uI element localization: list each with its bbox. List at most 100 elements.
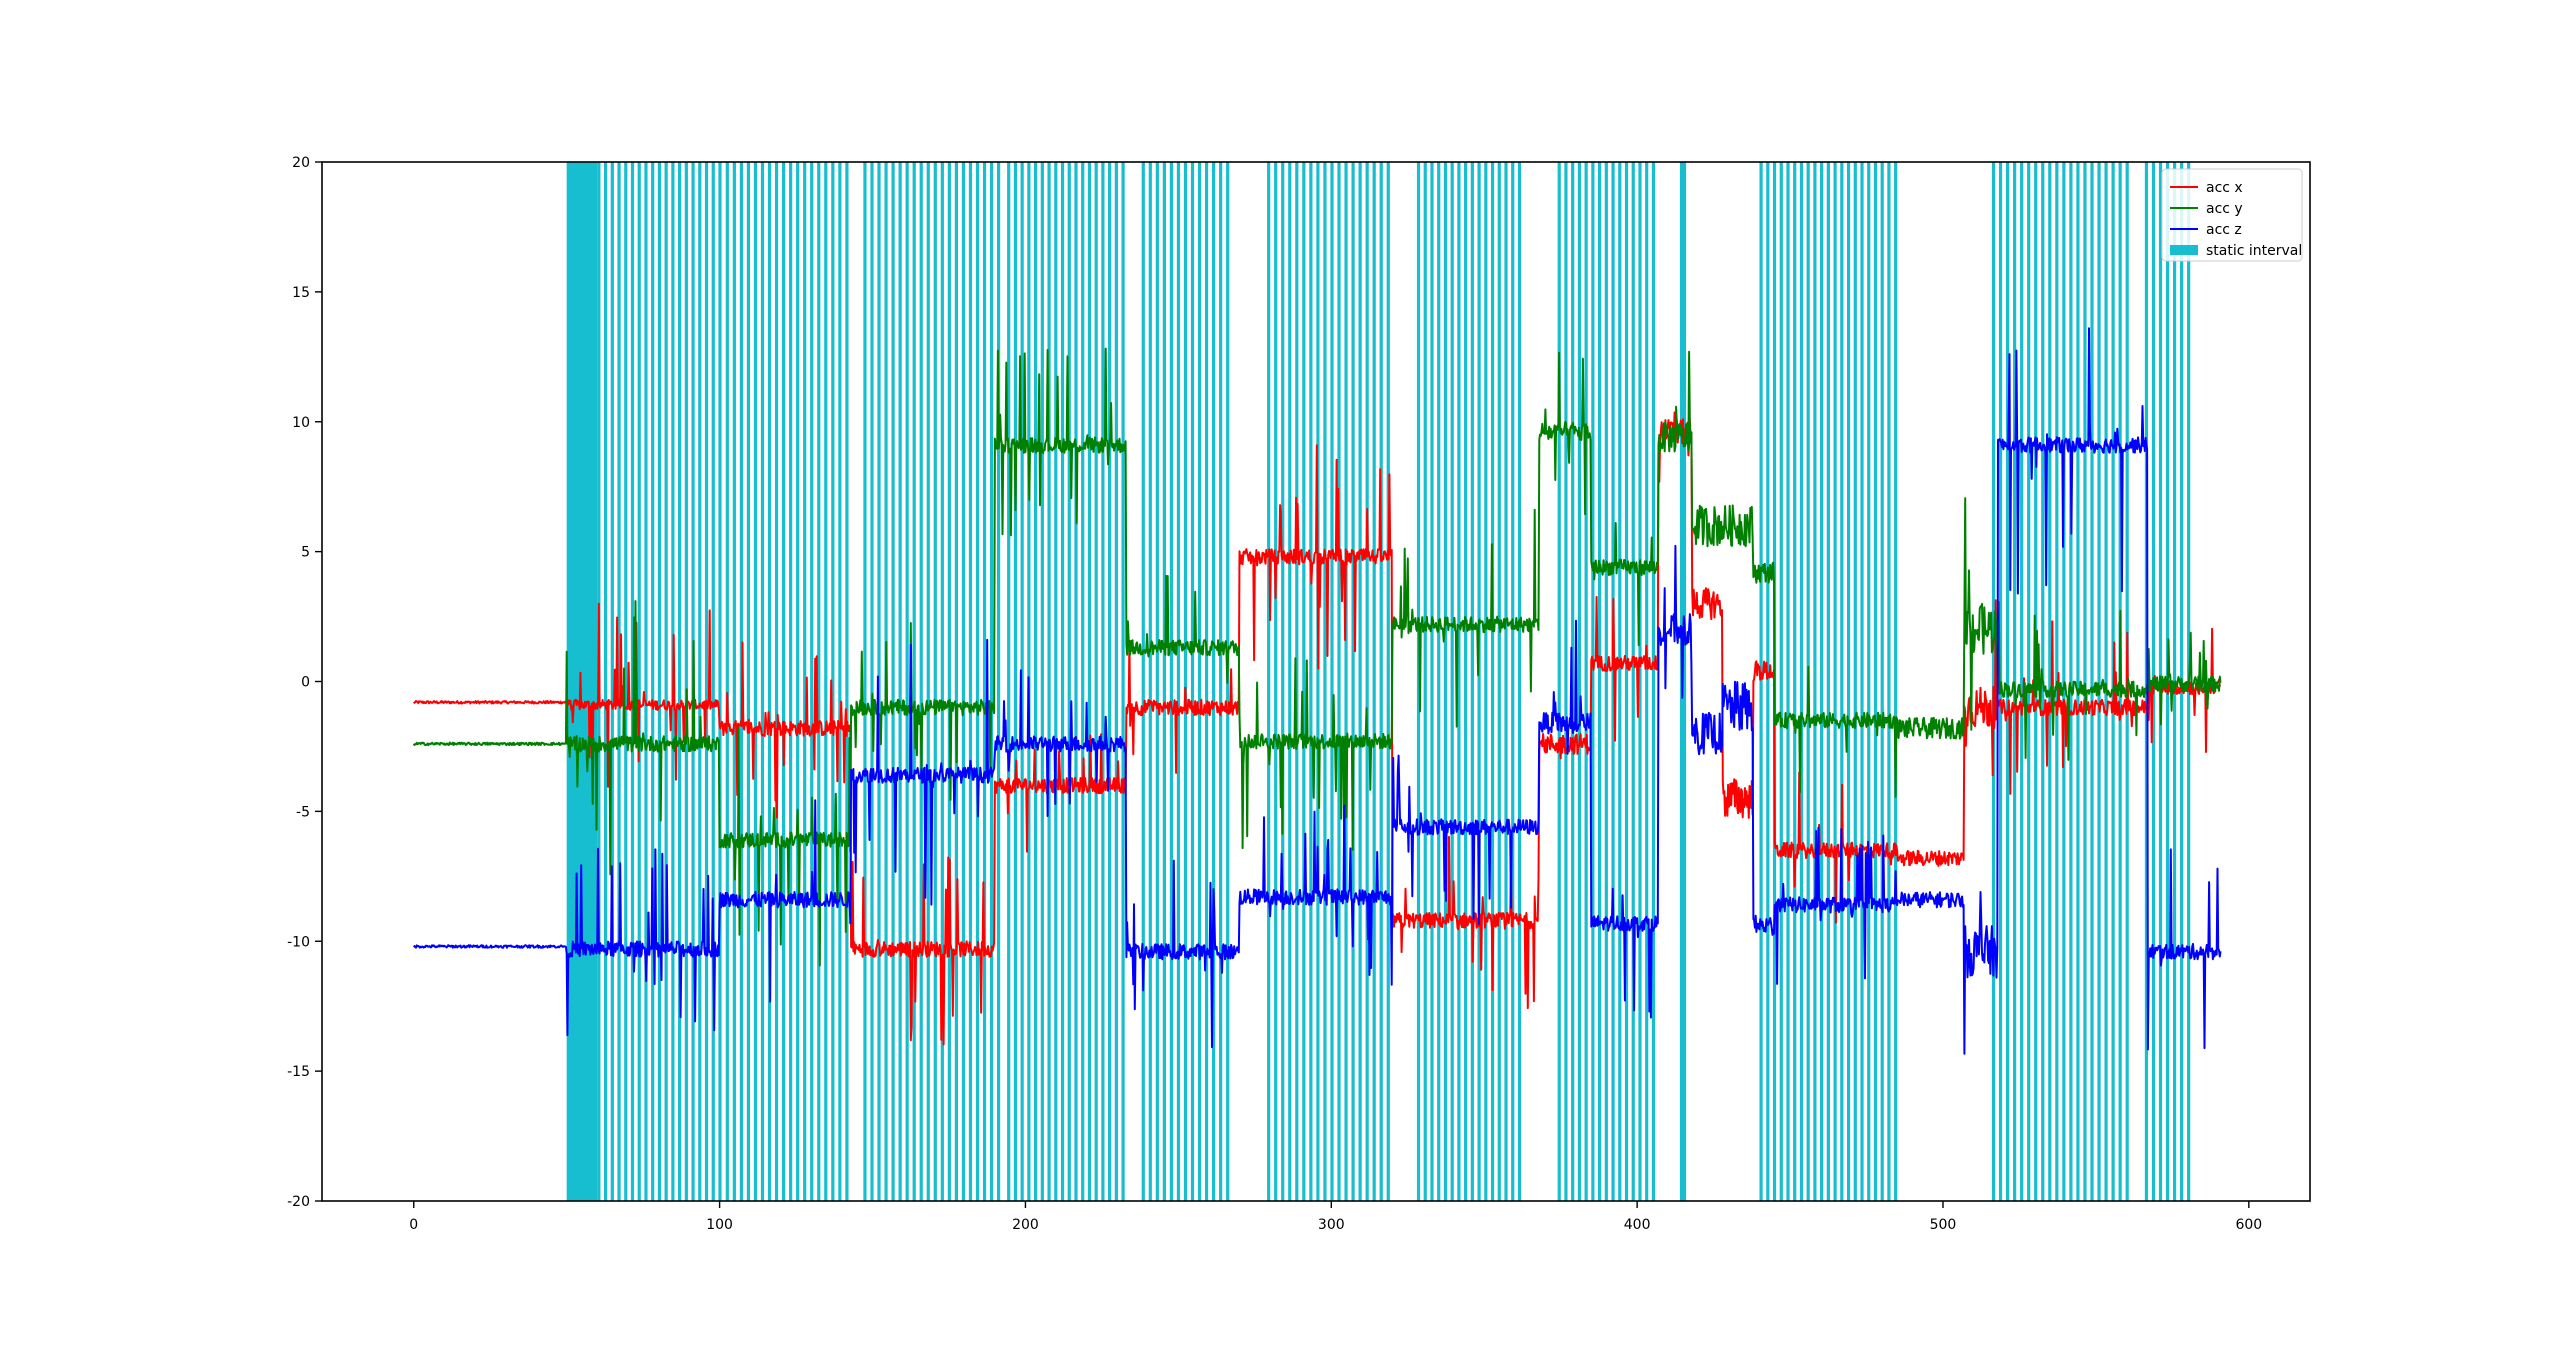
static-interval-bar	[566, 162, 598, 1201]
static-interval-bar	[1557, 162, 1561, 1201]
static-interval-bar	[684, 162, 688, 1201]
static-interval-bar	[1176, 162, 1181, 1201]
static-interval-bar	[746, 162, 751, 1201]
static-interval-bar	[1034, 162, 1038, 1201]
static-interval-bar	[1212, 162, 1216, 1201]
static-interval-bar	[926, 162, 930, 1201]
static-interval-bar	[781, 162, 786, 1201]
static-interval-bar	[1873, 162, 1878, 1201]
static-interval-bar	[651, 162, 655, 1201]
static-interval-bar	[1423, 162, 1427, 1201]
static-interval-bar	[1358, 162, 1362, 1201]
series-line-acc-x	[413, 411, 2221, 1046]
static-interval-bar	[698, 162, 702, 1201]
static-interval-bar	[933, 162, 937, 1201]
static-interval-bar	[1624, 162, 1629, 1201]
static-interval-bar	[1162, 162, 1166, 1201]
static-interval-bar	[1645, 162, 1649, 1201]
static-interval-bar	[1121, 162, 1125, 1201]
static-interval-bar	[1651, 162, 1656, 1201]
x-tick-label: 300	[1318, 1217, 1345, 1233]
static-interval-bar	[1309, 162, 1313, 1201]
static-interval-bar	[774, 162, 779, 1201]
static-interval-bar	[1604, 162, 1608, 1201]
static-interval-bar	[1998, 162, 2003, 1201]
static-interval-bar	[767, 162, 772, 1201]
static-interval-bar	[919, 162, 923, 1201]
static-interval-bar	[1786, 162, 1790, 1201]
static-interval-bar	[718, 162, 722, 1201]
y-tick-label: -10	[287, 934, 310, 950]
static-interval-bar	[891, 162, 895, 1201]
legend-label: static interval	[2206, 243, 2302, 259]
static-interval-bar	[845, 162, 849, 1201]
static-interval-bar	[912, 162, 916, 1201]
static-interval-bar	[711, 162, 715, 1201]
series-line-acc-y	[412, 347, 2222, 967]
static-interval-bar	[1779, 162, 1783, 1201]
static-interval-bar	[1316, 162, 1320, 1201]
static-interval-bar	[1007, 162, 1011, 1201]
static-interval-bar	[1846, 162, 1851, 1201]
static-interval-bar	[2020, 162, 2024, 1201]
static-interval-bar	[1490, 162, 1495, 1201]
static-interval-bar	[1141, 162, 1145, 1201]
static-interval-bar	[796, 162, 800, 1201]
static-interval-bar	[1638, 162, 1642, 1201]
x-tick-label: 0	[409, 1217, 418, 1233]
static-interval-bar	[753, 162, 758, 1201]
static-interval-bar	[1853, 162, 1857, 1201]
static-interval-bar	[810, 162, 814, 1201]
static-interval-bar	[1584, 162, 1588, 1201]
x-tick-label: 400	[1624, 1217, 1651, 1233]
static-interval-bar	[1281, 162, 1285, 1201]
static-interval-bar	[704, 162, 709, 1201]
static-interval-bar	[1155, 162, 1159, 1201]
static-interval-bar	[1840, 162, 1844, 1201]
static-interval-bar	[1302, 162, 1306, 1201]
legend-swatch	[2170, 245, 2198, 255]
static-interval-bar	[1372, 162, 1376, 1201]
static-interval-bar	[1219, 162, 1223, 1201]
static-interval-bar	[831, 162, 835, 1201]
series-layer	[412, 327, 2222, 1055]
y-tick-label: 10	[292, 415, 310, 431]
static-interval-bar	[624, 162, 628, 1201]
static-interval-bar	[1386, 162, 1390, 1201]
static-interval-bar	[1443, 162, 1448, 1201]
static-interval-bar	[1894, 162, 1898, 1201]
y-tick-label: -5	[296, 804, 310, 820]
y-tick-label: 15	[292, 285, 310, 301]
static-interval-bar	[1860, 162, 1864, 1201]
static-interval-bar	[1430, 162, 1434, 1201]
static-interval-bar	[1887, 162, 1891, 1201]
static-interval-bar	[1190, 162, 1195, 1201]
static-interval-bar	[603, 162, 608, 1201]
static-interval-bar	[1631, 162, 1635, 1201]
static-interval-bar	[1047, 162, 1051, 1201]
static-interval-bar	[2104, 162, 2108, 1201]
static-interval-bar	[968, 162, 973, 1201]
static-interval-bar	[678, 162, 682, 1201]
static-interval-bar	[732, 162, 736, 1201]
static-interval-bar	[1484, 162, 1488, 1201]
static-interval-bar	[1204, 162, 1209, 1201]
legend-label: acc y	[2206, 201, 2243, 217]
static-interval-bar	[1067, 162, 1071, 1201]
static-interval-bar	[1295, 162, 1299, 1201]
static-interval-bar	[1517, 162, 1522, 1201]
static-interval-bar	[1197, 162, 1202, 1201]
static-interval-bar	[1344, 162, 1348, 1201]
static-interval-bar	[824, 162, 828, 1201]
x-axis-ticks: 0 100 200 300 400 500 600	[409, 1201, 2262, 1233]
x-tick-label: 100	[706, 1217, 733, 1233]
static-interval-bar	[1267, 162, 1271, 1201]
static-interval-bar	[1054, 162, 1058, 1201]
static-interval-bar	[1074, 162, 1078, 1201]
y-axis-ticks: -20 -15 -10 -5 0 5 10 15 20	[287, 155, 322, 1210]
static-interval-bar	[2097, 162, 2101, 1201]
y-tick-label: 5	[301, 545, 310, 561]
static-interval-bar	[898, 162, 902, 1201]
legend-label: acc x	[2206, 180, 2243, 196]
